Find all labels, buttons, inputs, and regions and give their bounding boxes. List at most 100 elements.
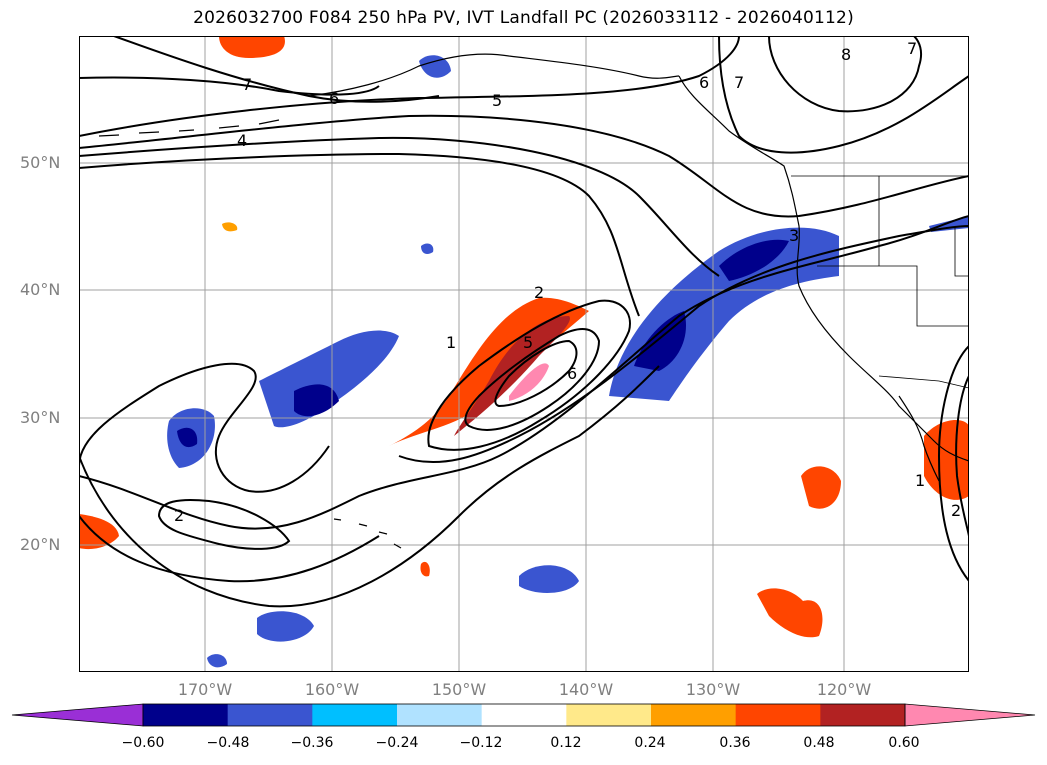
contour-label: 3 (789, 226, 799, 245)
neg-anomaly-ne (609, 227, 839, 401)
colorbar-tick: −0.24 (375, 735, 419, 751)
contour-label: 7 (907, 39, 917, 58)
contour-label: 2 (534, 283, 544, 302)
neg-anomaly-ne-core (634, 311, 687, 371)
pos-anomaly-ne (219, 36, 285, 58)
colorbar-segments (11, 703, 1036, 727)
colorbar-tick: −0.36 (290, 735, 334, 751)
contour-label: 6 (567, 364, 577, 383)
contour-label: 6 (329, 89, 339, 108)
pos-anomaly-tiny1 (222, 222, 238, 232)
contour-5 (79, 36, 740, 137)
colorbar-segment (566, 704, 652, 726)
contour-4 (79, 114, 969, 218)
contour-label: 2 (174, 506, 184, 525)
lat-label-30n: 30°N (20, 408, 61, 427)
contour-8-ne (768, 36, 923, 113)
lon-label-120w: 120°W (816, 680, 872, 699)
pos-anomaly-south (757, 588, 823, 638)
contour-label: 1 (446, 333, 456, 352)
lon-label-170w: 170°W (177, 680, 233, 699)
contour-1-inner (79, 515, 380, 583)
neg-anomaly-central (259, 330, 399, 428)
contour-ar-4 (464, 328, 601, 431)
pos-anomaly-west (79, 514, 119, 550)
colorbar-segment (481, 704, 567, 726)
colorbar-tick: 0.36 (719, 735, 751, 751)
colorbar-tick: −0.48 (206, 735, 250, 751)
border-mexico (878, 375, 969, 389)
colorbar-tick: 0.12 (550, 735, 582, 751)
colorbar (0, 700, 1047, 760)
contour-label: 6 (699, 73, 709, 92)
contour-3b (79, 152, 640, 317)
border-state-3 (954, 226, 969, 277)
colorbar-tick: 0.60 (888, 735, 920, 751)
lon-label-130w: 130°W (685, 680, 741, 699)
pos-anomaly-tiny2 (420, 561, 430, 577)
pos-anomaly-main-dark (454, 316, 570, 436)
coast-alaska (308, 53, 680, 97)
colorbar-extend-max (904, 703, 1036, 727)
pos-anomaly-baja (801, 466, 841, 509)
contour-label: 7 (242, 75, 252, 94)
colorbar-segment (397, 704, 483, 726)
map-frame (79, 36, 969, 672)
colorbar-tick: 0.24 (634, 735, 666, 751)
contour-label-group: 7 6 5 4 1 2 5 6 2 3 7 6 7 8 1 2 (174, 39, 961, 525)
colorbar-segment (735, 704, 821, 726)
pos-anomaly-main-pink (509, 363, 549, 401)
coast-hawaii (333, 518, 402, 549)
colorbar-svg (11, 703, 1036, 727)
contour-label: 1 (915, 471, 925, 490)
contour-1-outer (79, 365, 660, 608)
coast-north-america (678, 75, 969, 462)
contour-ar-5 (494, 339, 578, 408)
contour-se-1 (937, 345, 969, 582)
neg-anomaly-n (419, 55, 451, 78)
coast-baja (898, 395, 940, 482)
colorbar-extend-min (11, 703, 144, 727)
neg-anomaly-south1 (519, 565, 579, 593)
contour-se-2 (955, 375, 969, 537)
ivt-contours (79, 36, 969, 608)
colorbar-tick: −0.60 (121, 735, 165, 751)
neg-anomaly-west-core (177, 427, 198, 448)
coastlines (98, 53, 969, 549)
contour-label: 7 (734, 73, 744, 92)
colorbar-segment (227, 704, 313, 726)
colorbar-tick: 0.48 (803, 735, 835, 751)
map-title: 2026032700 F084 250 hPa PV, IVT Landfall… (193, 8, 854, 28)
contour-ar-1 (79, 215, 969, 530)
lat-label-50n: 50°N (20, 153, 61, 172)
colorbar-segment (143, 704, 229, 726)
colorbar-segment (312, 704, 398, 726)
map-svg: 7 6 5 4 1 2 5 6 2 3 7 6 7 8 1 2 (79, 36, 969, 672)
colorbar-segment (651, 704, 737, 726)
lon-label-160w: 160°W (304, 680, 360, 699)
contour-ar-3 (427, 299, 631, 451)
contour-west-loop (79, 362, 330, 493)
gridlines (79, 36, 969, 672)
colorbar-segment (820, 704, 906, 726)
contour-7-north (79, 76, 380, 96)
pv-shading (79, 36, 969, 668)
map-panel: 7 6 5 4 1 2 5 6 2 3 7 6 7 8 1 2 (79, 36, 969, 672)
border-state-2 (817, 265, 969, 327)
neg-anomaly-tiny (207, 654, 227, 668)
lon-label-140w: 140°W (558, 680, 614, 699)
neg-anomaly-ne-core2 (719, 239, 789, 281)
contour-7-ne (718, 36, 969, 154)
borders (791, 175, 969, 389)
lon-label-150w: 150°W (431, 680, 487, 699)
neg-anomaly-tiny2 (421, 243, 434, 254)
colorbar-tick: −0.12 (459, 735, 503, 751)
contour-label: 2 (951, 501, 961, 520)
contour-label: 8 (841, 45, 851, 64)
contour-3a (79, 136, 720, 277)
contour-label: 4 (237, 131, 247, 150)
pos-anomaly-se (924, 420, 969, 500)
contour-ar-2 (398, 225, 969, 464)
contour-label: 5 (492, 91, 502, 110)
colorbar-frame (142, 703, 906, 727)
